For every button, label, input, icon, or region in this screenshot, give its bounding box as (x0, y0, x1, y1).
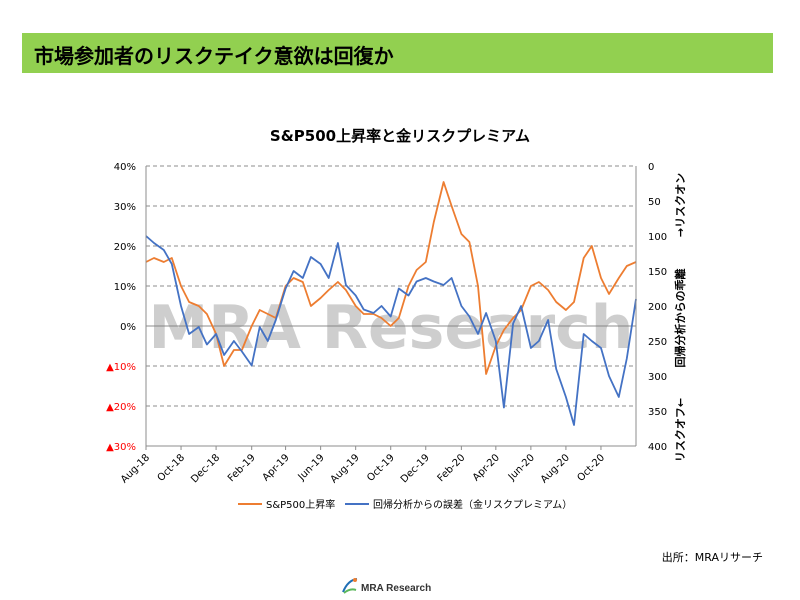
x-tick-label: Oct-19 (365, 452, 397, 484)
right-tick-label: 350 (648, 407, 667, 418)
left-tick-label: ▲30% (106, 442, 136, 453)
x-tick-label: Apr-19 (261, 452, 292, 483)
right-axis-label-risk-on: →リスクオン (674, 173, 687, 237)
right-axis-label-deviation: 回帰分析からの乖離 (673, 269, 687, 368)
x-tick-label: Aug-18 (119, 452, 152, 485)
left-tick-label: 30% (114, 202, 136, 213)
legend-label: S&P500上昇率 (266, 498, 335, 511)
right-tick-label: 50 (648, 197, 661, 208)
right-axis-tick-labels: 0 50 100 150 200 250 300 350 400 (648, 162, 667, 453)
right-tick-label: 100 (648, 232, 667, 243)
left-tick-label: ▲10% (106, 362, 136, 373)
source-note: 出所：MRAリサーチ (661, 551, 763, 564)
left-tick-label: 0% (120, 322, 136, 333)
series-lines (145, 181, 637, 426)
x-axis-tick-labels: Aug-18 Oct-18 Dec-18 Feb-19 Apr-19 Jun-19 Aug-… (119, 446, 607, 485)
right-tick-label: 400 (648, 442, 667, 453)
legend-label: 回帰分析からの誤差（金リスクプレミアム） (373, 498, 572, 511)
x-tick-label: Aug-19 (329, 452, 362, 485)
left-axis-tick-labels: 40% 30% 20% 10% 0% ▲10% ▲20% ▲30% (106, 162, 136, 453)
right-tick-label: 150 (648, 267, 667, 278)
right-tick-label: 200 (648, 302, 667, 313)
right-tick-label: 250 (648, 337, 667, 348)
logo-icon (342, 578, 358, 594)
x-tick-label: Aug-20 (539, 452, 572, 485)
x-tick-label: Oct-18 (156, 452, 188, 484)
series-line-1 (145, 181, 637, 375)
x-tick-label: Jun-20 (506, 452, 537, 483)
title-banner: 市場参加者のリスクテイク意欲は回復か (22, 33, 773, 73)
right-tick-label: 0 (648, 162, 654, 173)
right-tick-label: 300 (648, 372, 667, 383)
x-tick-label: Feb-19 (226, 452, 258, 484)
left-tick-label: 20% (114, 242, 136, 253)
x-tick-label: Oct-20 (576, 452, 608, 484)
series-line-2 (145, 235, 637, 426)
x-tick-label: Jun-19 (296, 452, 327, 483)
slide-title: 市場参加者のリスクテイク意欲は回復か (34, 44, 394, 68)
x-tick-label: Dec-19 (399, 452, 432, 485)
left-tick-label: 40% (114, 162, 136, 173)
x-tick-label: Feb-20 (436, 452, 468, 484)
right-axis-label-risk-off: リスクオフ← (674, 398, 687, 462)
logo-text: MRA Research (361, 583, 432, 594)
left-tick-label: ▲20% (106, 402, 136, 413)
left-tick-label: 10% (114, 282, 136, 293)
legend: S&P500上昇率 回帰分析からの誤差（金リスクプレミアム） (238, 498, 572, 511)
x-tick-label: Dec-18 (189, 452, 222, 485)
x-tick-label: Apr-20 (471, 452, 502, 483)
chart-title: S&P500上昇率と金リスクプレミアム (269, 127, 531, 145)
